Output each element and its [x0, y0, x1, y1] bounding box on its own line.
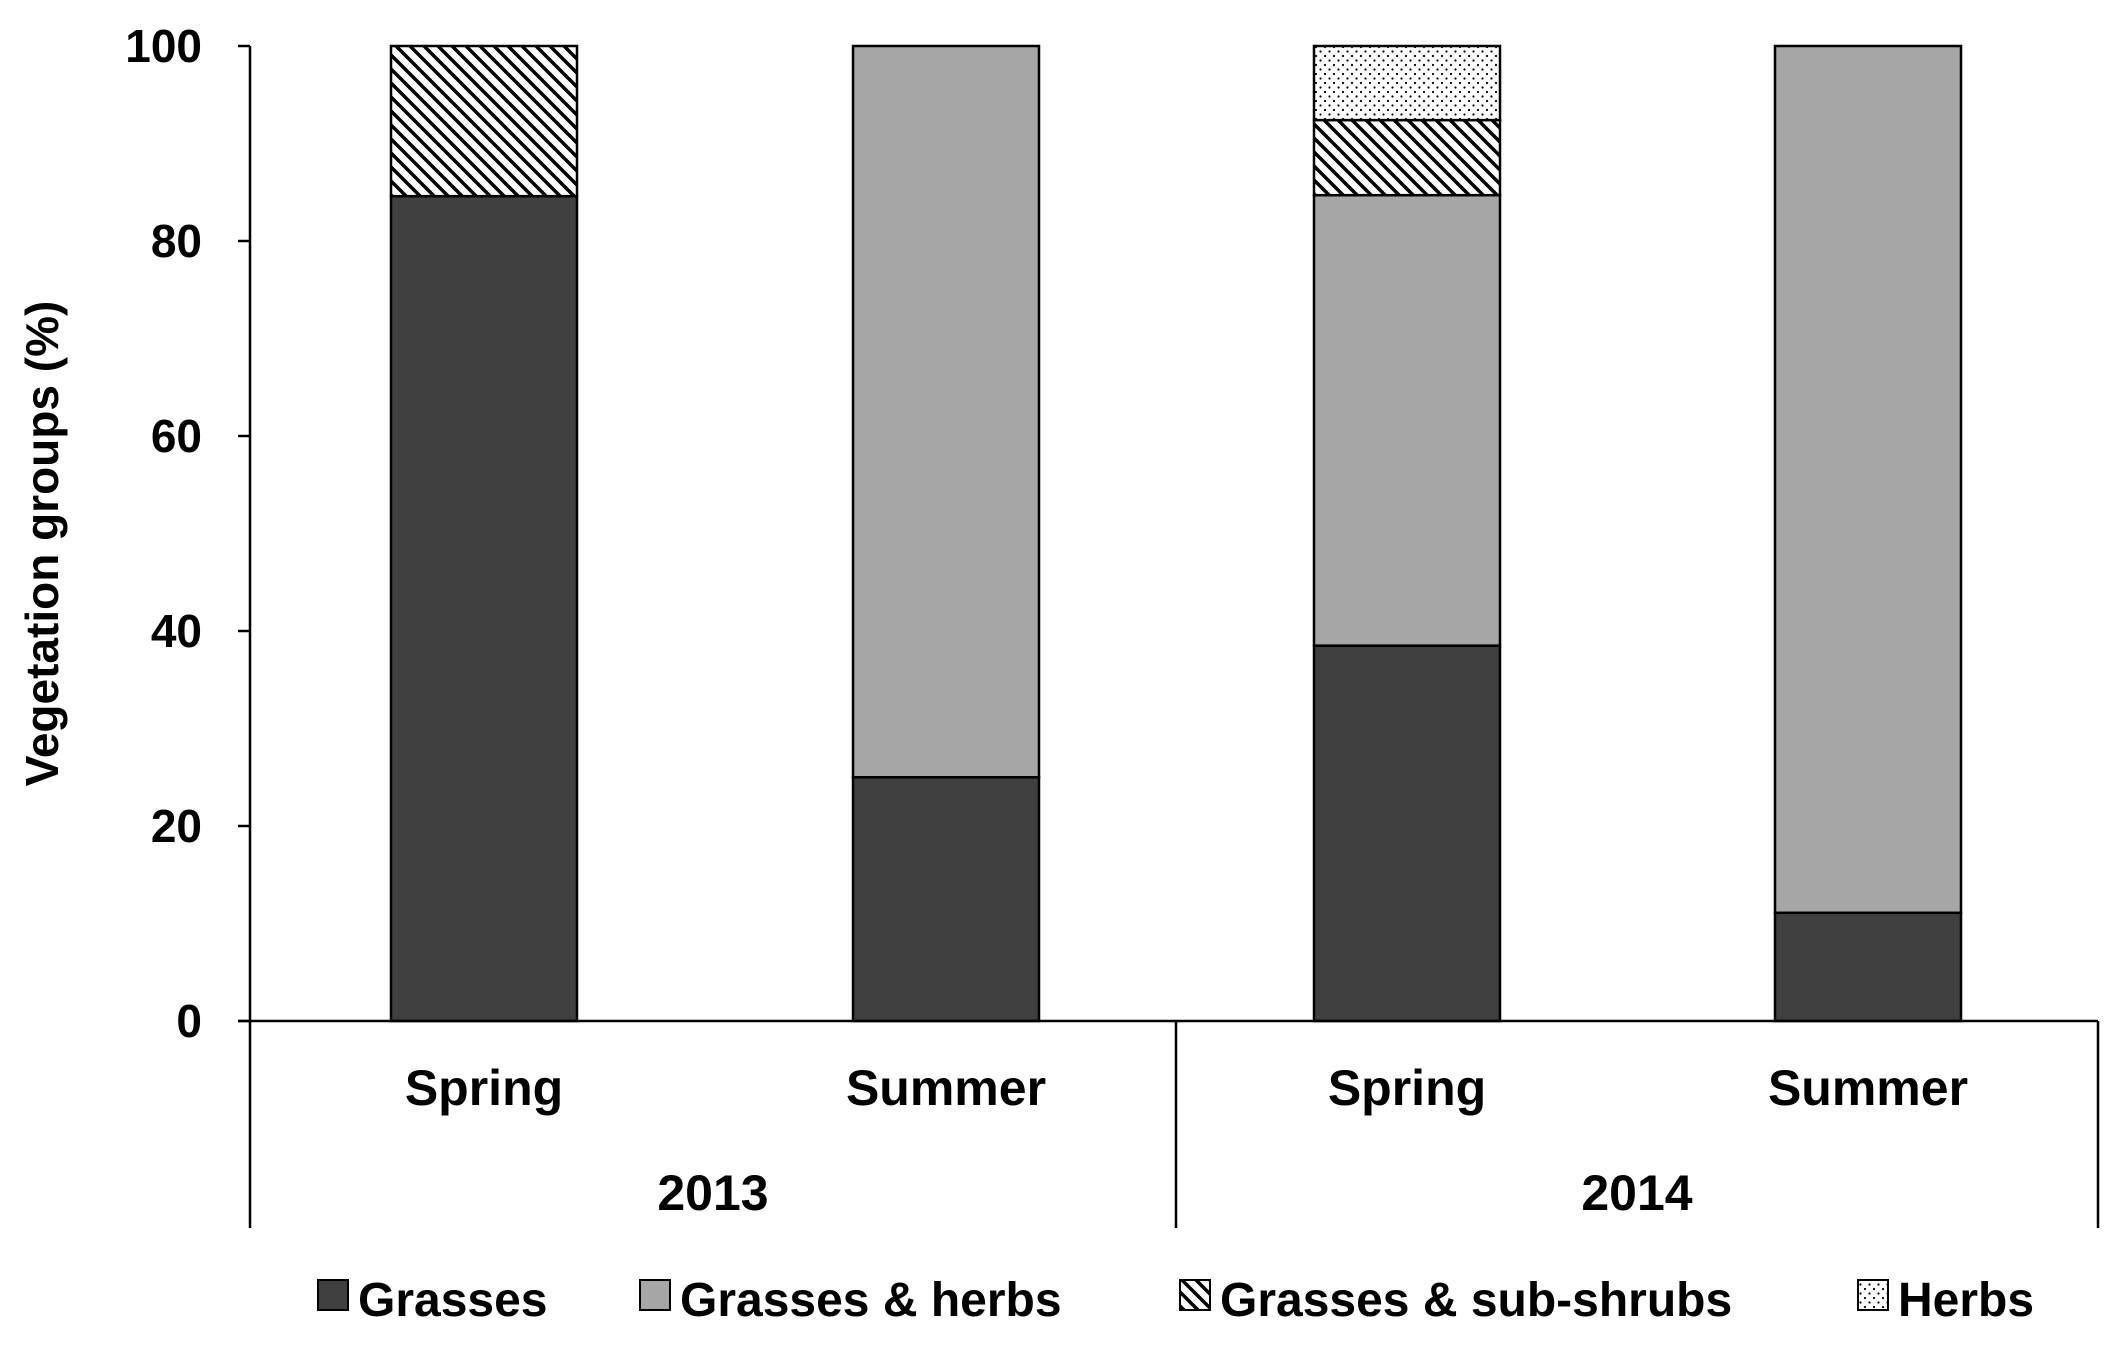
legend-label-grasses-and-sub-shrubs: Grasses & sub-shrubs: [1220, 1274, 1732, 1327]
y-axis-label: Vegetation groups (%): [16, 301, 68, 787]
y-tick-label: 80: [151, 215, 202, 267]
y-tick-label: 0: [176, 995, 202, 1047]
bar-segment-grasses: [389, 194, 579, 1023]
legend-label-grasses: Grasses: [358, 1274, 548, 1327]
y-tick-label: 100: [125, 20, 202, 72]
bar-segment-grasses: [1312, 644, 1502, 1023]
y-tick-label: 20: [151, 800, 202, 852]
axes-layer: 0 20 40 60 80 100 Vegetation groups (%) Spring S…: [16, 20, 2100, 1228]
bar-segment-grasses-and-herbs: [1312, 193, 1502, 647]
legend-swatch-herbs: [1857, 1279, 1889, 1311]
legend-swatch-grasses-and-herbs: [639, 1279, 671, 1311]
bar-segment-grasses: [851, 776, 1041, 1023]
x-category-label: Spring: [405, 1060, 563, 1116]
legend-swatch-grasses: [317, 1279, 349, 1311]
bar-segment-grasses-and-sub-shrubs: [1312, 118, 1502, 197]
bar-segment-grasses: [1773, 911, 1963, 1023]
x-category-label: Summer: [1768, 1060, 1968, 1116]
legend-label-grasses-and-herbs: Grasses & herbs: [680, 1274, 1062, 1327]
legend-label-herbs: Herbs: [1898, 1274, 2034, 1327]
x-category-label: Spring: [1328, 1060, 1486, 1116]
x-group-label: 2014: [1581, 1165, 1692, 1221]
legend: Grasses Grasses & herbs Grasses & sub-shru…: [317, 1274, 2034, 1327]
bar-segment-grasses-and-herbs: [851, 44, 1041, 779]
y-tick-label: 60: [151, 410, 202, 462]
x-category-label: Summer: [846, 1060, 1046, 1116]
bar-segment-grasses-and-herbs: [1773, 44, 1963, 915]
y-tick-label: 40: [151, 605, 202, 657]
bar-segment-grasses-and-sub-shrubs: [389, 44, 579, 198]
bars-layer: [389, 44, 1963, 1023]
legend-swatch-grasses-and-sub-shrubs: [1179, 1279, 1211, 1311]
bar-segment-herbs: [1312, 44, 1502, 122]
x-group-label: 2013: [657, 1165, 768, 1221]
